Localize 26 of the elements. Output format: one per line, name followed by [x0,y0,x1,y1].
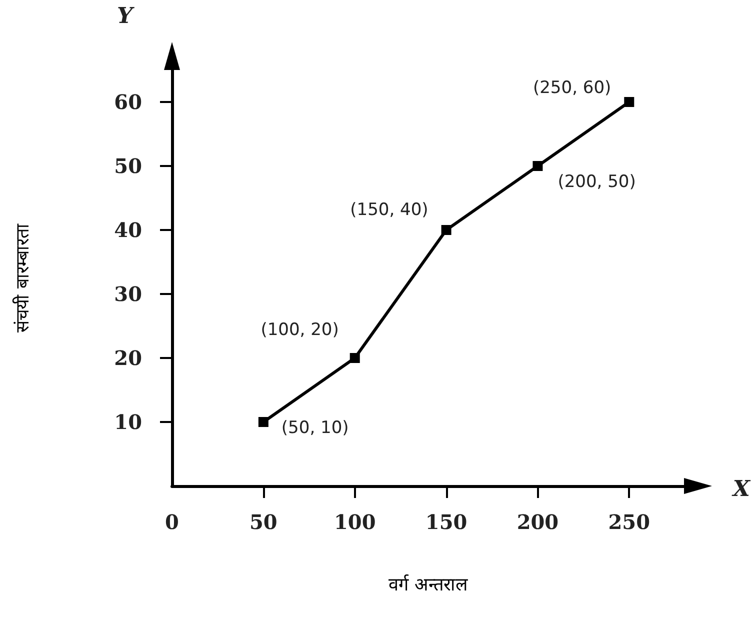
data-label: (150, 40) [350,200,428,220]
y-tick-label: 40 [114,218,142,242]
x-axis-title: वर्ग अन्तराल [388,574,468,596]
x-tick-label: 200 [516,510,559,534]
data-label: (250, 60) [532,78,612,98]
x-tick-label: 100 [334,510,376,534]
y-axis-title: संचयी बारम्बारता [12,224,34,332]
x-tick-label: 50 [250,510,278,534]
data-label: (50, 10) [281,418,349,438]
text: Y [117,3,135,29]
point [258,417,268,427]
point [441,225,452,235]
text: X [730,476,751,502]
x-tick-label: 150 [425,510,468,534]
y-tick-label: 60 [114,90,142,114]
data-label: (200, 50) [558,172,636,192]
y-tick-label: 30 [114,282,142,306]
x-tick-label: 250 [608,510,650,534]
point [350,353,360,363]
point [624,97,634,107]
point [532,161,543,171]
y-tick-label: 50 [114,154,142,178]
x-tick-label: 0 [165,510,179,534]
y-tick-label: 20 [114,346,142,370]
y-tick-label: 10 [114,410,142,434]
data-label: (100, 20) [260,320,339,340]
